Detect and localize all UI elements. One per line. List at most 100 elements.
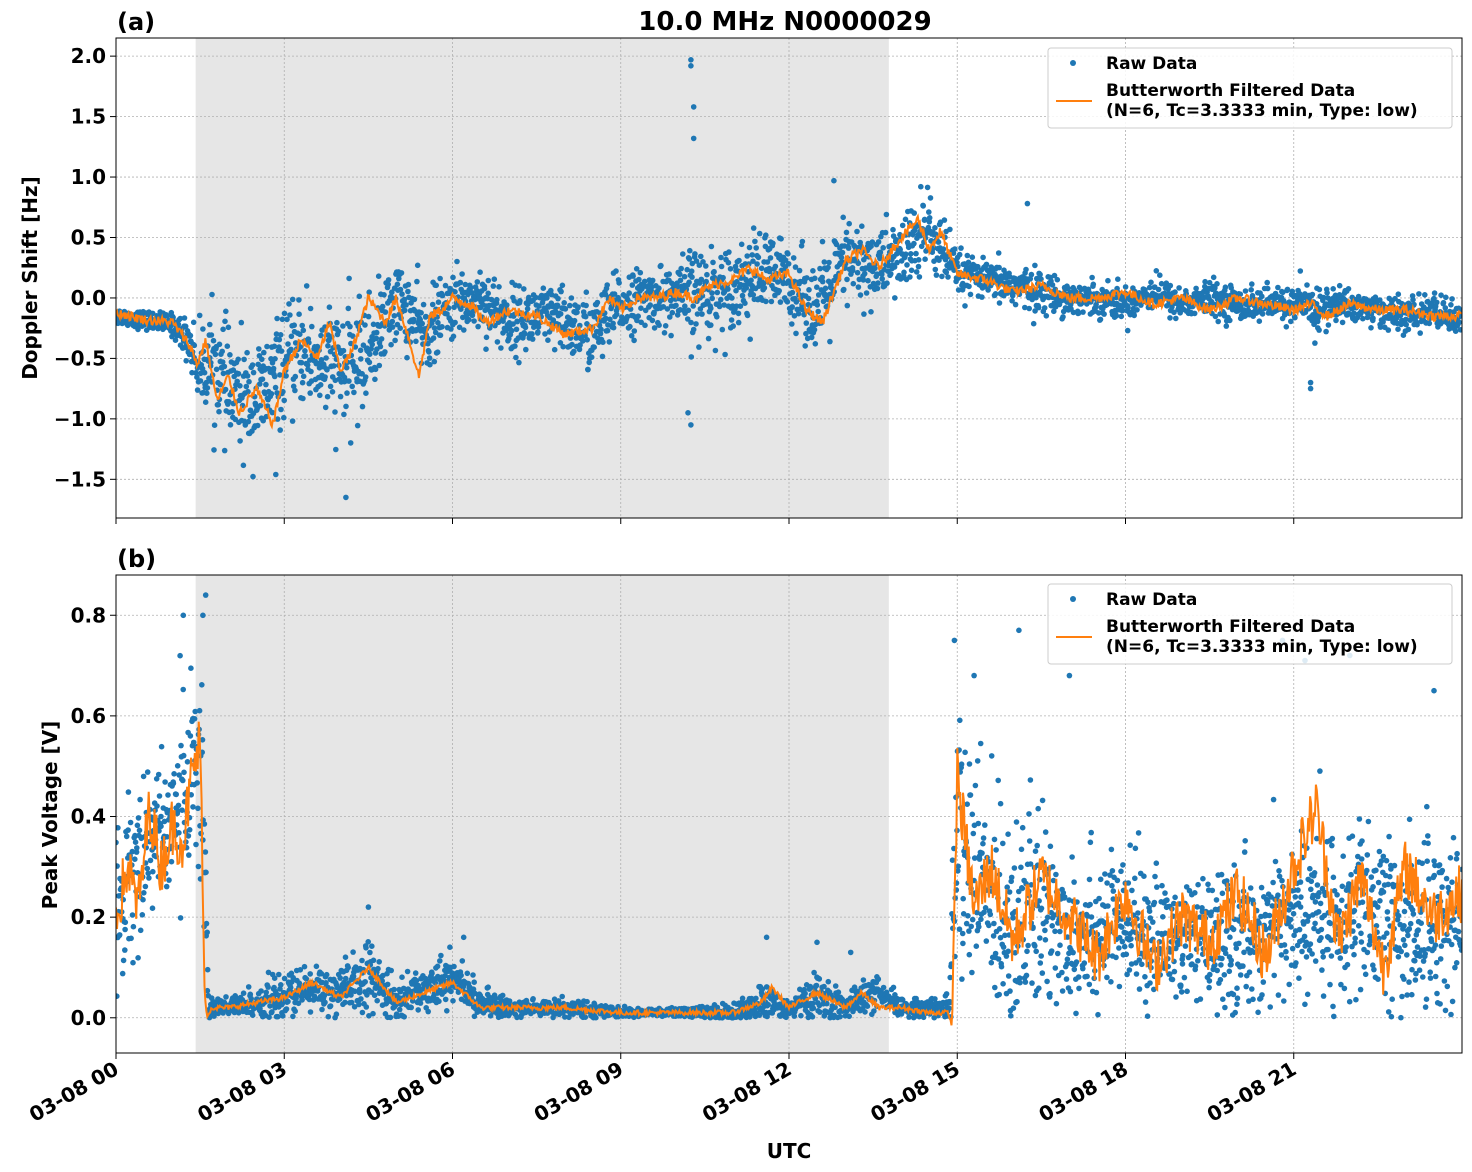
- raw-point: [472, 990, 478, 997]
- raw-point: [223, 308, 229, 315]
- raw-point: [677, 271, 683, 278]
- raw-point: [1223, 323, 1230, 329]
- raw-point: [485, 290, 492, 297]
- raw-point: [132, 832, 138, 839]
- raw-point: [1297, 268, 1304, 274]
- raw-point: [888, 271, 894, 277]
- raw-point: [533, 294, 539, 301]
- raw-point: [555, 295, 561, 302]
- raw-point: [802, 990, 808, 997]
- raw-point: [127, 819, 134, 826]
- raw-point: [201, 369, 208, 376]
- legend-raw-label: Raw Data: [1106, 54, 1197, 74]
- raw-point: [784, 299, 791, 305]
- raw-point: [437, 275, 443, 282]
- raw-point: [817, 1009, 823, 1015]
- raw-point: [600, 339, 606, 346]
- raw-point: [722, 351, 728, 358]
- raw-point: [1377, 324, 1384, 330]
- raw-point: [402, 307, 408, 314]
- raw-point: [785, 261, 792, 267]
- raw-point: [373, 329, 380, 336]
- raw-point: [686, 279, 692, 286]
- raw-point: [690, 104, 697, 110]
- raw-point: [1024, 200, 1031, 207]
- raw-point: [955, 287, 962, 293]
- raw-point: [833, 241, 840, 248]
- raw-point: [1417, 330, 1423, 336]
- raw-point: [1416, 291, 1422, 297]
- raw-point: [1355, 293, 1362, 300]
- raw-point: [755, 254, 762, 261]
- raw-point: [142, 883, 149, 890]
- raw-point: [1368, 325, 1374, 331]
- raw-point: [340, 347, 347, 354]
- raw-point: [734, 278, 740, 285]
- raw-point: [333, 446, 339, 453]
- raw-point: [188, 792, 194, 798]
- raw-point: [430, 335, 437, 341]
- raw-point: [1171, 309, 1177, 316]
- panel-a-legend: Raw Data Butterworth Filtered Data (N=6,…: [1047, 47, 1453, 129]
- raw-point: [965, 259, 972, 266]
- raw-point: [756, 1012, 763, 1018]
- raw-point: [321, 992, 328, 999]
- raw-point: [317, 382, 324, 388]
- raw-point: [812, 341, 819, 347]
- raw-point: [557, 340, 564, 346]
- raw-point: [458, 306, 464, 313]
- raw-point: [863, 290, 870, 296]
- raw-point: [203, 869, 209, 876]
- raw-point: [822, 285, 829, 292]
- raw-point: [451, 304, 457, 311]
- raw-point: [371, 992, 378, 999]
- raw-point: [840, 214, 846, 221]
- raw-point: [273, 331, 280, 337]
- raw-point: [173, 791, 179, 798]
- raw-point: [431, 358, 438, 365]
- raw-point: [708, 322, 714, 328]
- raw-point: [387, 1014, 394, 1021]
- raw-point: [861, 270, 868, 277]
- raw-point: [351, 1004, 358, 1010]
- raw-point: [123, 833, 130, 840]
- raw-point: [219, 359, 226, 365]
- raw-point: [150, 868, 156, 875]
- raw-point: [808, 334, 815, 341]
- raw-point: [217, 381, 224, 388]
- raw-point: [285, 341, 291, 347]
- raw-point: [599, 353, 606, 360]
- raw-point: [932, 225, 938, 231]
- raw-point: [1027, 276, 1034, 282]
- raw-point: [1101, 311, 1107, 317]
- raw-point: [885, 262, 892, 269]
- raw-point: [1105, 277, 1111, 284]
- raw-point: [1097, 316, 1104, 323]
- raw-point: [514, 1014, 520, 1021]
- raw-point: [429, 301, 436, 308]
- raw-point: [593, 1014, 599, 1021]
- raw-point: [1009, 298, 1015, 304]
- raw-point: [1280, 289, 1286, 296]
- raw-point: [373, 335, 380, 342]
- raw-point: [995, 250, 1002, 256]
- raw-point: [177, 915, 184, 921]
- raw-point: [772, 263, 779, 270]
- raw-point: [285, 998, 291, 1005]
- raw-point: [729, 295, 735, 301]
- raw-point: [340, 323, 346, 329]
- raw-point: [764, 259, 771, 265]
- panel-a: (a) Doppler Shift [Hz] −1.5−1.0−0.50.00.…: [18, 8, 1463, 524]
- raw-point: [738, 241, 745, 248]
- raw-point: [743, 285, 750, 291]
- raw-point: [347, 440, 354, 446]
- raw-point: [177, 652, 183, 659]
- raw-point: [325, 343, 331, 349]
- raw-point: [368, 346, 375, 352]
- raw-point: [227, 422, 234, 428]
- legend-box: [1047, 47, 1453, 129]
- raw-point: [307, 1009, 314, 1015]
- raw-point: [582, 313, 589, 320]
- raw-point: [1012, 301, 1019, 308]
- raw-point: [964, 252, 971, 259]
